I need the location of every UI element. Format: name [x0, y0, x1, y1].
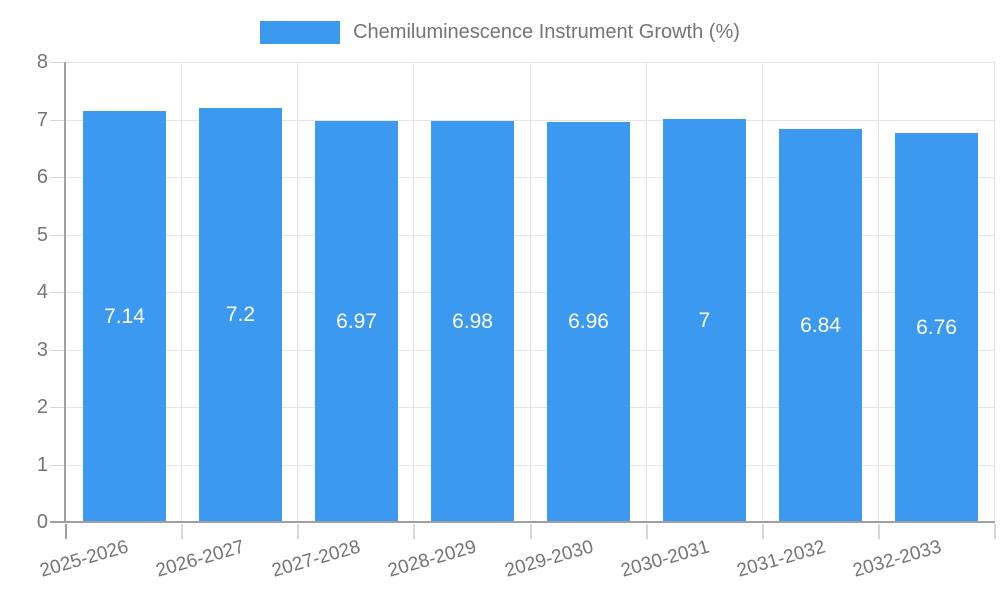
legend-label: Chemiluminescence Instrument Growth (%) [353, 20, 740, 43]
x-axis-tick-mark [762, 524, 764, 539]
y-axis-tick-label: 0 [36, 511, 48, 533]
x-axis: 2025-2026 2026-2027 2027-2028 2028-2029 2029… [38, 522, 996, 600]
bar[interactable]: 6.98 [431, 121, 514, 522]
bar[interactable]: 7 [663, 119, 746, 522]
y-axis-tick-label: 2 [36, 396, 48, 418]
gridline-vertical [181, 62, 182, 522]
bar[interactable]: 6.96 [547, 122, 630, 522]
y-axis-tick-label: 6 [36, 166, 48, 188]
y-axis-tick-mark [50, 465, 64, 466]
chart-legend[interactable]: Chemiluminescence Instrument Growth (%) [0, 17, 1000, 47]
y-axis-tick-mark [50, 62, 64, 63]
bar-value-label: 6.84 [800, 314, 841, 337]
legend-swatch-icon [260, 20, 341, 44]
bar-value-label: 6.98 [452, 310, 493, 333]
x-axis-tick-mark [646, 524, 648, 539]
y-axis-tick-label: 8 [36, 51, 48, 73]
x-axis-tick-mark [413, 524, 415, 539]
x-axis-tick-mark [65, 524, 67, 539]
bar-value-label: 7.2 [225, 303, 256, 326]
y-axis-tick-label: 4 [36, 281, 48, 303]
gridline-vertical [994, 62, 995, 522]
x-axis-tick-mark [530, 524, 532, 539]
bar[interactable]: 6.84 [779, 129, 862, 522]
gridline-vertical [762, 62, 763, 522]
bar-value-label: 6.97 [336, 310, 377, 333]
bar[interactable]: 7.2 [199, 108, 282, 522]
gridline-vertical [413, 62, 414, 522]
y-axis-tick-label: 7 [36, 109, 48, 131]
y-axis-tick-mark [50, 120, 64, 121]
x-axis-tick-mark [297, 524, 299, 539]
y-axis-tick-mark [50, 407, 64, 408]
bar[interactable]: 6.97 [315, 121, 398, 522]
gridline-vertical [878, 62, 879, 522]
y-axis-tick-mark [50, 235, 64, 236]
y-axis-line [64, 62, 66, 523]
x-axis-tick-mark [878, 524, 880, 539]
gridline-vertical [297, 62, 298, 522]
bar[interactable]: 7.14 [83, 111, 166, 522]
gridline-vertical [530, 62, 531, 522]
y-axis-tick-marks [50, 62, 64, 524]
y-axis-tick-mark [50, 350, 64, 351]
bar-value-label: 6.96 [568, 310, 609, 333]
y-axis-tick-label: 1 [36, 454, 48, 476]
x-axis-line [50, 521, 995, 523]
x-axis-tick-mark [181, 524, 183, 539]
gridline-vertical [646, 62, 647, 522]
bar-value-label: 7 [698, 309, 711, 332]
y-axis-tick-label: 3 [36, 339, 48, 361]
x-axis-tick-mark [994, 524, 996, 539]
bar[interactable]: 6.76 [895, 133, 978, 522]
bar-value-label: 6.76 [916, 316, 957, 339]
y-axis-tick-mark [50, 292, 64, 293]
y-axis-labels: 0 1 2 3 4 5 6 7 8 [0, 51, 48, 533]
bar-value-label: 7.14 [104, 305, 145, 328]
plot-area: 7.14 7.2 6.97 6.98 6.96 7 6.84 6.76 [66, 62, 995, 522]
y-axis-tick-label: 5 [36, 224, 48, 246]
y-axis-tick-mark [50, 177, 64, 178]
